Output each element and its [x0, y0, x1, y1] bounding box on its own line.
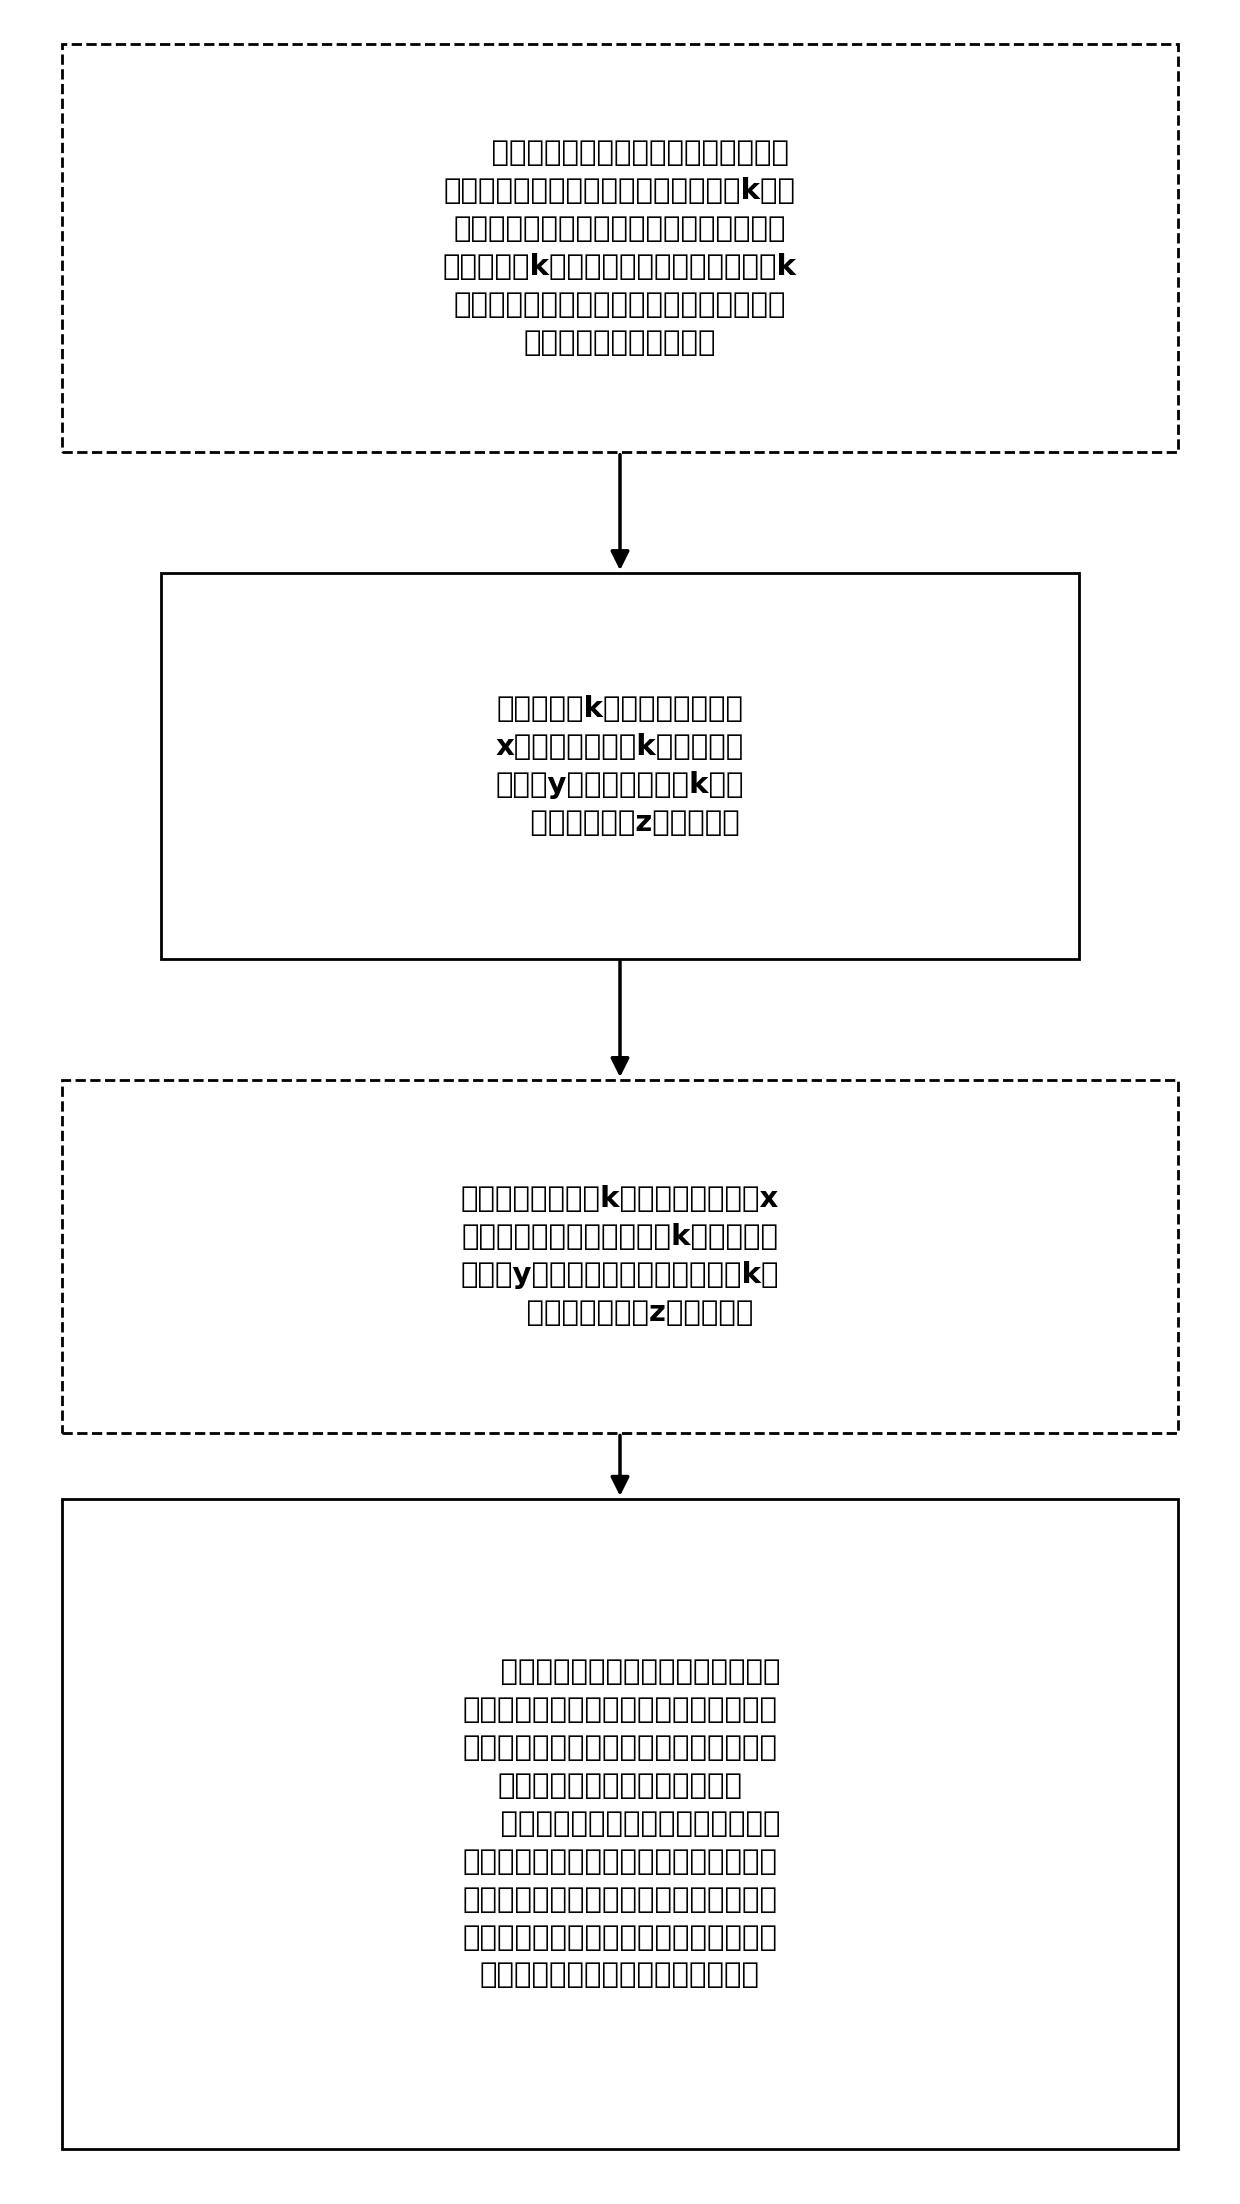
FancyBboxPatch shape	[161, 573, 1079, 959]
FancyBboxPatch shape	[62, 1499, 1178, 2149]
FancyBboxPatch shape	[62, 44, 1178, 452]
Text: 分别得到锥体目标的进动频率估计值
、锥体目标的进动角估计值、锥体目标的
半锥角估计值、锥体目标的高度估计值以
及锥体目标的底面半径估计值；
    所述锥体目标: 分别得到锥体目标的进动频率估计值 、锥体目标的进动角估计值、锥体目标的 半锥角估…	[460, 1657, 780, 1990]
Text: 计算得到第k个散射中心的重构
x轴坐标曲线、第k个散射中心
的重构y轴坐标曲线和第k个散
   射中心的重构z轴坐标曲线: 计算得到第k个散射中心的重构 x轴坐标曲线、第k个散射中心 的重构y轴坐标曲线和…	[496, 694, 744, 838]
Text: 确定收发一体天线、接收天线和接收天
线，得到收发一体天线和接收天线在第k个散
射中心处的干涉相位差和收发一体天线和接
收天线在第k个散射中心处的干涉相位差：k
: 确定收发一体天线、接收天线和接收天 线，得到收发一体天线和接收天线在第k个散 射…	[443, 139, 797, 357]
Text: 确定平滑处理后第k个散射中心的重构x
轴坐标曲线、平滑处理后第k个散射中心
的重构y轴坐标曲线和平滑处理后第k个
    散射中心的重构z轴坐标曲线: 确定平滑处理后第k个散射中心的重构x 轴坐标曲线、平滑处理后第k个散射中心 的重…	[461, 1186, 779, 1327]
FancyBboxPatch shape	[62, 1080, 1178, 1433]
